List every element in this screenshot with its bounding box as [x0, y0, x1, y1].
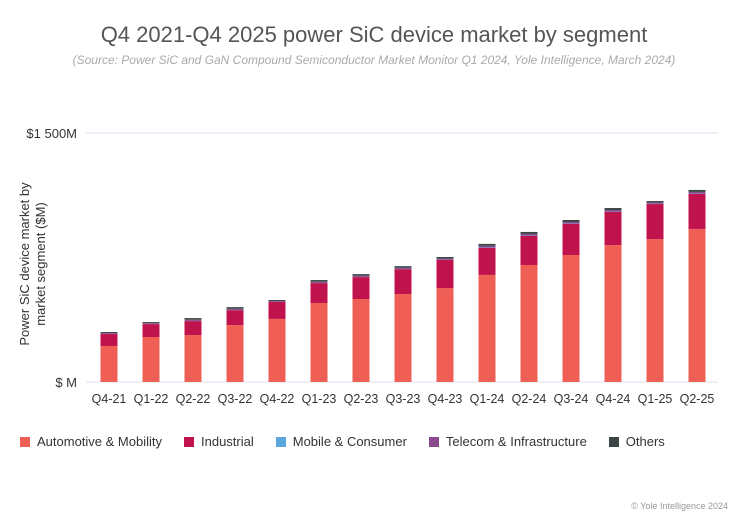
bar-industrial-Q4-23	[436, 259, 454, 289]
bar-telecom-infrastructure-Q4-21	[100, 333, 118, 334]
bar-industrial-Q2-22	[184, 321, 202, 336]
bar-industrial-Q4-21	[100, 334, 118, 346]
bar-others-Q2-23	[352, 274, 370, 276]
legend-swatch	[275, 436, 286, 447]
bar-automotive-mobility-Q3-23	[394, 294, 412, 382]
bar-telecom-infrastructure-Q2-23	[352, 275, 370, 277]
bar-telecom-infrastructure-Q2-22	[184, 319, 202, 321]
legend-swatch	[608, 436, 619, 447]
legend-item: Mobile & Consumer	[275, 434, 407, 449]
bar-industrial-Q4-22	[268, 301, 286, 319]
bar-others-Q3-23	[394, 266, 412, 268]
x-tick-label: Q4-21	[92, 392, 127, 406]
bar-automotive-mobility-Q1-22	[142, 337, 160, 382]
bar-industrial-Q1-23	[310, 283, 328, 303]
bar-industrial-Q3-24	[562, 223, 580, 256]
legend-label: Mobile & Consumer	[292, 434, 407, 449]
bar-others-Q2-22	[184, 318, 202, 320]
bar-automotive-mobility-Q3-22	[226, 325, 244, 382]
legend-label: Automotive & Mobility	[37, 434, 162, 449]
bar-others-Q4-22	[268, 299, 286, 301]
bar-telecom-infrastructure-Q3-24	[562, 221, 580, 224]
legend-item: Others	[608, 434, 665, 449]
bar-automotive-mobility-Q2-23	[352, 299, 370, 382]
x-tick-label: Q2-22	[176, 392, 211, 406]
bar-others-Q1-25	[646, 201, 664, 203]
bar-automotive-mobility-Q1-23	[310, 302, 328, 382]
bar-telecom-infrastructure-Q1-22	[142, 323, 160, 324]
bar-telecom-infrastructure-Q2-24	[520, 233, 538, 236]
x-tick-label: Q1-24	[470, 392, 505, 406]
bar-industrial-Q2-24	[520, 235, 538, 265]
x-tick-label: Q2-23	[344, 392, 379, 406]
bar-industrial-Q1-24	[478, 247, 496, 275]
x-tick-label: Q4-23	[428, 392, 463, 406]
x-tick-label: Q2-25	[680, 392, 715, 406]
legend-item: Automotive & Mobility	[20, 434, 162, 449]
chart-title: Q4 2021-Q4 2025 power SiC device market …	[100, 22, 648, 47]
bar-telecom-infrastructure-Q4-24	[604, 210, 622, 212]
bar-automotive-mobility-Q4-23	[436, 288, 454, 382]
bar-telecom-infrastructure-Q4-22	[268, 300, 286, 302]
bar-telecom-infrastructure-Q1-25	[646, 202, 664, 204]
bar-others-Q4-23	[436, 257, 454, 259]
bar-automotive-mobility-Q2-24	[520, 264, 538, 382]
legend-swatch	[428, 436, 439, 447]
bar-others-Q3-24	[562, 219, 580, 222]
bar-automotive-mobility-Q2-25	[688, 228, 706, 382]
bar-industrial-Q1-25	[646, 204, 664, 240]
bar-industrial-Q2-23	[352, 277, 370, 299]
y-tick-label: $ M	[55, 375, 77, 390]
legend-swatch	[184, 436, 194, 447]
x-tick-label: Q3-23	[386, 392, 421, 406]
bar-telecom-infrastructure-Q4-23	[436, 258, 454, 260]
bar-telecom-infrastructure-Q3-23	[394, 267, 412, 269]
bar-industrial-Q2-25	[688, 193, 706, 229]
bar-automotive-mobility-Q3-24	[562, 255, 580, 382]
x-tick-label: Q2-24	[512, 392, 547, 406]
bar-others-Q3-22	[226, 307, 244, 309]
x-tick-label: Q3-22	[218, 392, 253, 406]
bar-industrial-Q3-23	[394, 269, 412, 295]
legend-label: Industrial	[201, 434, 254, 449]
legend-item: Telecom & Infrastructure	[428, 434, 587, 449]
bar-telecom-infrastructure-Q2-25	[688, 191, 706, 194]
legend-label: Telecom & Infrastructure	[445, 434, 587, 449]
x-tick-label: Q1-23	[302, 392, 337, 406]
x-tick-label: Q4-24	[596, 392, 631, 406]
bar-industrial-Q4-24	[604, 212, 622, 246]
bar-industrial-Q1-22	[142, 324, 160, 338]
x-tick-label: Q1-25	[638, 392, 673, 406]
bar-automotive-mobility-Q1-25	[646, 239, 664, 382]
x-tick-label: Q1-22	[134, 392, 169, 406]
legend: Automotive & Mobility Industrial Mobile & …	[20, 434, 665, 449]
legend-label: Others	[625, 434, 665, 449]
bar-automotive-mobility-Q1-24	[478, 274, 496, 382]
bar-others-Q1-24	[478, 243, 496, 246]
bar-automotive-mobility-Q4-24	[604, 245, 622, 382]
bar-telecom-infrastructure-Q1-23	[310, 281, 328, 283]
copyright: © Yole Intelligence 2024	[631, 501, 728, 511]
bar-others-Q1-23	[310, 280, 328, 282]
legend-item: Industrial	[184, 434, 254, 449]
y-tick-label: $1 500M	[26, 126, 77, 141]
bar-industrial-Q3-22	[226, 310, 244, 326]
x-tick-label: Q3-24	[554, 392, 589, 406]
bar-telecom-infrastructure-Q1-24	[478, 245, 496, 248]
bar-automotive-mobility-Q2-22	[184, 335, 202, 382]
bar-automotive-mobility-Q4-22	[268, 318, 286, 382]
bar-others-Q4-21	[100, 332, 118, 334]
legend-swatch	[20, 436, 30, 447]
bar-others-Q2-25	[688, 189, 706, 192]
bar-telecom-infrastructure-Q3-22	[226, 308, 244, 310]
bar-others-Q1-22	[142, 322, 160, 324]
bar-others-Q2-24	[520, 231, 538, 234]
chart-subtitle: (Source: Power SiC and GaN Compound Semi…	[72, 53, 676, 67]
bar-automotive-mobility-Q4-21	[100, 345, 118, 382]
x-tick-label: Q4-22	[260, 392, 295, 406]
bar-others-Q4-24	[604, 208, 622, 211]
